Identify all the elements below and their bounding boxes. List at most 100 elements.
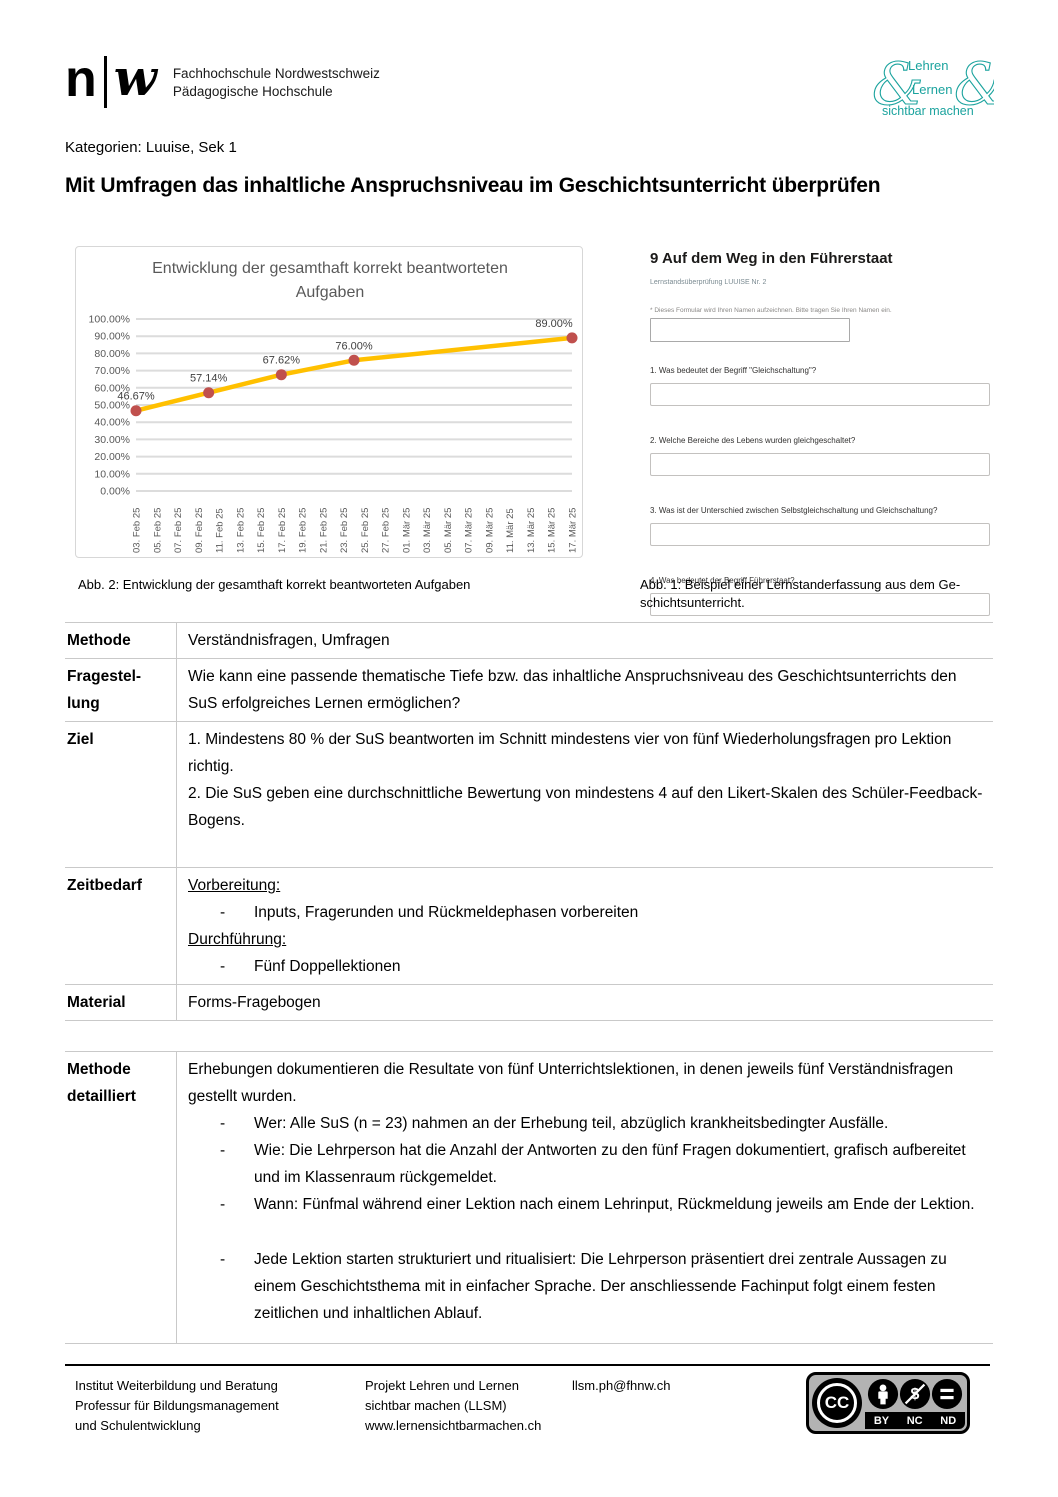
text-paragraph: 1. Mindestens 80 % der SuS beantworten i… — [188, 731, 952, 775]
row-content: Verständnisfragen, Umfragen — [176, 623, 993, 658]
info-table: Methode Verständnisfragen, Umfragen Frages… — [65, 622, 993, 1344]
text-paragraph: Forms-Fragebogen — [188, 994, 321, 1011]
bullet-item: - Wer: Alle SuS (n = 23) nahmen an der Er… — [188, 1110, 989, 1137]
form-question: 3. Was ist der Unterschied zwischen Selb… — [650, 506, 990, 546]
row-label: Zeitbedarf — [67, 877, 142, 894]
llsm-ampersand-right: & — [954, 50, 994, 118]
dash-bullet: - — [220, 1142, 226, 1159]
x-axis-label: 11. Feb 25 — [215, 508, 226, 553]
llsm-ampersand-left: & — [872, 50, 924, 118]
fhnw-logo-w: w — [113, 48, 157, 107]
bullet-item: - Wann: Fünfmal während einer Lektion nac… — [188, 1191, 989, 1218]
bullet-text: Wie: Die Lehrperson hat die Anzahl der A… — [254, 1142, 966, 1186]
dash-bullet: - — [220, 958, 226, 975]
table-row-material: Material Forms-Fragebogen — [65, 985, 993, 1021]
row-content: Wie kann eine passende thematische Tiefe… — [176, 659, 993, 721]
data-point-label: 57.14% — [190, 373, 228, 385]
fhnw-logo: n w Fachhochschule Nordwestschweiz Pädag… — [65, 48, 380, 108]
form-name-input[interactable] — [650, 318, 850, 342]
row-label: Methode — [67, 632, 131, 649]
bullet-text: Fünf Doppellektionen — [254, 958, 401, 975]
cc-by-icon — [867, 1378, 899, 1410]
footer-text-line: Professur für Bildungsmanagement — [75, 1398, 279, 1413]
text-paragraph: Erhebungen dokumentieren die Resultate v… — [188, 1061, 954, 1105]
fhnw-logo-text: Fachhochschule Nordwestschweiz Pädagogis… — [173, 56, 380, 101]
x-axis-label: 15. Mär 25 — [547, 508, 558, 553]
table-row-ziel: Ziel 1. Mindestens 80 % der SuS beantwort… — [65, 722, 993, 868]
website-link[interactable]: www.lernensichtbarmachen.ch — [365, 1418, 542, 1433]
bullet-text: Wann: Fünfmal während einer Lektion nach… — [254, 1196, 975, 1213]
fhnw-logo-n: n — [65, 50, 97, 108]
caption-abb2: Abb. 2: Entwicklung der gesamthaft korre… — [78, 577, 471, 592]
fhnw-org-line1: Fachhochschule Nordwestschweiz — [172, 66, 380, 81]
form-question-label: 4. Was bedeutet der Begriff Führerstaat? — [650, 576, 795, 585]
llsm-logo: & & Lehren Lernen sichtbar machen — [872, 49, 994, 118]
form-figure: 9 Auf dem Weg in den Führerstaat Lernsta… — [650, 250, 990, 616]
form-answer-input[interactable] — [650, 383, 990, 406]
bullet-text: Wer: Alle SuS (n = 23) nahmen an der Erh… — [254, 1115, 889, 1132]
data-point-marker — [348, 354, 360, 366]
x-axis-label: 13. Mär 25 — [526, 508, 537, 553]
y-axis-label: 40.00% — [94, 417, 130, 429]
row-label: Material — [67, 994, 126, 1011]
row-content: 1. Mindestens 80 % der SuS beantworten i… — [176, 722, 993, 867]
y-axis-label: 0.00% — [100, 486, 130, 498]
data-point-label: 46.67% — [117, 391, 155, 403]
row-label: Ziel — [67, 731, 94, 748]
line-chart: 100.00% 90.00% 80.00% 70.00% 60.00% 50.00% 40.… — [89, 314, 579, 554]
footer-column-2: Projekt Lehren und Lernen sichtbar machen… — [365, 1376, 541, 1436]
y-axis-label: 10.00% — [94, 468, 130, 480]
cc-license-badge: CC $ BY NC ND — [806, 1372, 970, 1434]
y-axis-label: 20.00% — [94, 451, 130, 463]
row-label: Fragestel­lung — [67, 668, 142, 712]
chart-figure: 100.00% 90.00% 80.00% 70.00% 60.00% 50.00% 40.… — [75, 246, 583, 558]
y-axis-label: 70.00% — [94, 365, 130, 377]
form-question-label: 3. Was ist der Unterschied zwischen Selb… — [650, 506, 938, 515]
underlined-heading: Vorbereitung: — [188, 877, 281, 894]
table-row-methode: Methode Verständnisfragen, Umfragen — [65, 623, 993, 659]
form-answer-input[interactable] — [650, 453, 990, 476]
llsm-text-lehren: Lehren — [908, 58, 948, 73]
row-content: Vorbereitung: - Inputs, Fragerunden und Rü… — [176, 868, 993, 984]
dash-bullet: - — [220, 1115, 226, 1132]
y-axis-label: 100.00% — [89, 314, 130, 326]
cc-nd-icon — [931, 1378, 963, 1410]
bullet-text: Inputs, Fragerunden und Rückmeldephasen … — [254, 904, 639, 921]
footer-column-3: llsm.ph@fhnw.ch — [572, 1376, 670, 1396]
row-content: Forms-Fragebogen — [176, 985, 993, 1020]
form-question-label: 1. Was bedeutet der Begriff "Gleichschal… — [650, 366, 817, 375]
bullet-text: Jede Lektion starten strukturiert und ri… — [254, 1251, 947, 1322]
chart-title: Entwicklung der gesamthaft korrekt beant… — [152, 260, 508, 301]
form-answer-input[interactable] — [650, 593, 990, 616]
email-link[interactable]: llsm.ph@fhnw.ch — [572, 1378, 671, 1393]
y-axis-label: 50.00% — [94, 400, 130, 412]
dash-bullet: - — [220, 1251, 226, 1268]
y-axis-label: 30.00% — [94, 434, 130, 446]
llsm-text-lernen: Lernen — [912, 82, 952, 97]
bullet-item: - Fünf Doppellektionen — [188, 953, 989, 980]
text-paragraph: 2. Die SuS geben eine durchschnittliche … — [188, 785, 983, 829]
kategorien-line: Kategorien: Luuise, Sek 1 — [65, 139, 237, 156]
cc-icon: CC — [812, 1378, 862, 1428]
bullet-item: - Wie: Die Lehrperson hat die Anzahl der … — [188, 1137, 989, 1191]
llsm-text-sichtbar-machen: sichtbar machen — [882, 104, 974, 118]
table-row-fragestellung: Fragestel­lung Wie kann eine passende the… — [65, 659, 993, 722]
form-question: 1. Was bedeutet der Begriff "Gleichschal… — [650, 366, 990, 406]
form-question-list: 1. Was bedeutet der Begriff "Gleichschal… — [650, 366, 990, 616]
info-table-section: Methode detailliert Erhebungen dokumentie… — [65, 1051, 993, 1344]
form-answer-input[interactable] — [650, 523, 990, 546]
footer-text-line: sichtbar machen (LLSM) — [365, 1398, 507, 1413]
footer-text-line: Institut Weiterbildung und Beratung — [75, 1378, 278, 1393]
form-privacy-note: * Dieses Formular wird Ihren Namen aufze… — [650, 307, 892, 314]
x-axis-label: 21. Feb 25 — [318, 508, 329, 553]
data-point-label: 67.62% — [263, 355, 301, 367]
x-axis-label: 05. Feb 25 — [152, 508, 163, 553]
row-label: Methode detailliert — [67, 1061, 136, 1105]
fhnw-logo-divider — [103, 56, 107, 108]
row-content: Erhebungen dokumentieren die Resultate v… — [176, 1052, 993, 1343]
x-axis-label: 01. Mär 25 — [401, 508, 412, 553]
x-axis-label: 09. Mär 25 — [484, 508, 495, 553]
data-point-label: 89.00% — [535, 318, 573, 330]
x-axis-label: 19. Feb 25 — [298, 508, 309, 553]
